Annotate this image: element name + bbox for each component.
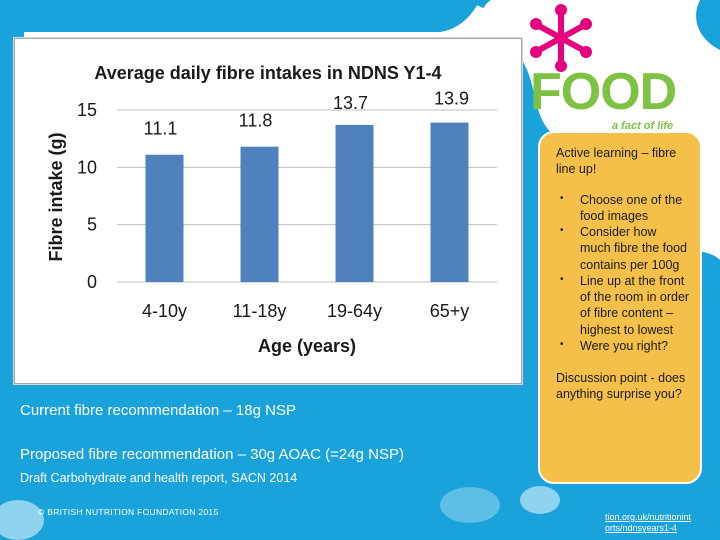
x-tick-label: 19-64y <box>327 301 382 321</box>
food-a-fact-of-life-logo <box>530 4 592 72</box>
bar <box>430 122 469 282</box>
callout-item: Were you right? <box>556 338 690 354</box>
y-tick-label: 5 <box>87 215 97 235</box>
y-tick-label: 15 <box>77 100 97 120</box>
proposed-recommendation: Proposed fibre recommendation – 30g AOAC… <box>20 446 404 463</box>
data-label: 13.7 <box>333 93 368 113</box>
source-link-line1[interactable]: tion.org.uk/nutritionint <box>605 512 692 522</box>
fibre-intake-chart: Average daily fibre intakes in NDNS Y1-4… <box>14 38 522 384</box>
callout-title: Active learning – fibre line up! <box>556 146 677 177</box>
draft-report-note: Draft Carbohydrate and health report, SA… <box>20 471 298 485</box>
data-label: 11.8 <box>239 111 273 131</box>
discussion-point: Discussion point - does anything surpris… <box>556 371 686 402</box>
data-label: 13.9 <box>434 89 469 109</box>
x-tick-label: 65+y <box>430 301 470 321</box>
current-recommendation: Current fibre recommendation – 18g NSP <box>20 402 296 419</box>
callout-item: Consider how much fibre the food contain… <box>556 224 690 273</box>
bar-chart-svg: Average daily fibre intakes in NDNS Y1-4… <box>46 63 497 356</box>
bar <box>240 146 279 282</box>
callout-list: Choose one of the food images Consider h… <box>556 192 690 355</box>
logo-wordmark: FOOD <box>530 63 677 121</box>
chart-title: Average daily fibre intakes in NDNS Y1-4 <box>94 63 441 83</box>
source-link[interactable]: tion.org.uk/nutritionint orts/ndnsyears1… <box>605 512 691 535</box>
copyright-notice: © BRITISH NUTRITION FOUNDATION 2015 <box>38 507 219 517</box>
y-tick-label: 0 <box>87 272 97 292</box>
logo-tagline: a fact of life <box>612 120 674 132</box>
bar <box>335 124 374 282</box>
active-learning-callout: Active learning – fibre line up! Choose … <box>538 131 702 484</box>
callout-item: Line up at the front of the room in orde… <box>556 273 690 338</box>
x-axis-label: Age (years) <box>258 336 356 356</box>
y-tick-label: 10 <box>77 157 97 177</box>
source-link-line2[interactable]: orts/ndnsyears1-4 <box>605 523 678 534</box>
y-axis-label: Fibre intake (g) <box>46 132 66 261</box>
bar <box>145 154 184 282</box>
x-tick-label: 4-10y <box>142 301 187 321</box>
callout-item: Choose one of the food images <box>556 192 690 225</box>
x-tick-label: 11-18y <box>233 301 287 321</box>
data-label: 11.1 <box>144 119 178 139</box>
